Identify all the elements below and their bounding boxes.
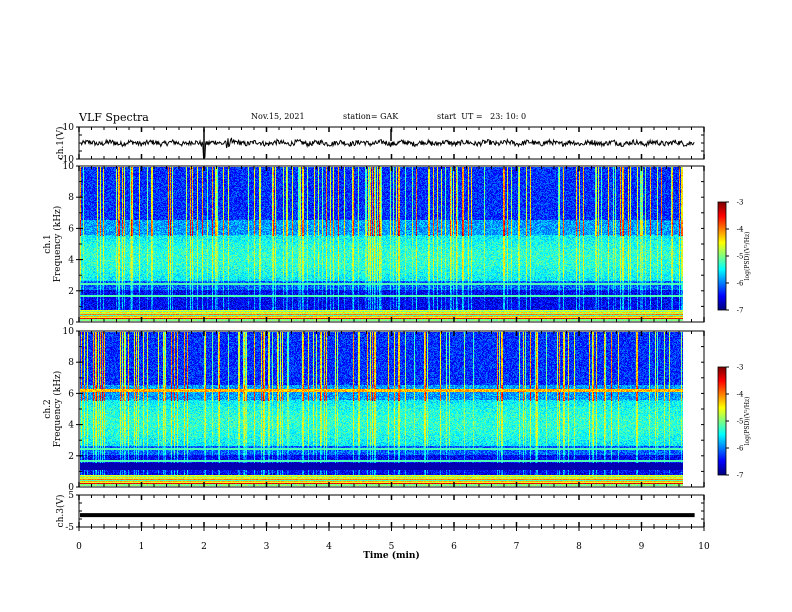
- x-tick-label: 8: [576, 542, 582, 552]
- y-tick-label: 4: [68, 256, 74, 266]
- x-tick-label: 5: [389, 542, 395, 552]
- ch1-ylabel-line: ch.1(V): [55, 127, 66, 160]
- y-tick-label: 6: [68, 389, 74, 399]
- ch1-spec-ylabel-line: Frequency (kHz): [52, 206, 63, 283]
- ch1-waveform-line: [80, 137, 695, 158]
- x-tick-label: 2: [201, 542, 207, 552]
- ch3-ylabel: ch.3(V): [55, 495, 66, 528]
- x-tick-label: 7: [514, 542, 520, 552]
- ch2-spec-ylabel-line: ch.2: [43, 399, 53, 418]
- x-tick-label: 6: [451, 542, 457, 552]
- x-tick-label: 3: [264, 542, 270, 552]
- colorbar-tick-label: -4: [737, 391, 744, 399]
- colorbar-tick-label: -5: [737, 253, 744, 261]
- ch1-spectrogram: [80, 167, 692, 321]
- colorbar-tick-label: -3: [737, 364, 744, 372]
- panel-frame-2: [78, 165, 705, 323]
- panel-frame-3: [78, 330, 705, 488]
- ch1-spec-ylabel-line: ch.1: [43, 234, 53, 253]
- colorbar-label: log(PSD)(V²/Hz): [744, 397, 751, 446]
- ch2-spec-ylabel-line: Frequency (kHz): [52, 371, 63, 448]
- x-tick-label: 0: [76, 542, 82, 552]
- ch1-ylabel: ch.1(V): [55, 127, 66, 160]
- ch1-colorbar: [718, 202, 726, 310]
- colorbar-tick-label: -5: [737, 418, 744, 426]
- colorbar-tick-label: -7: [737, 307, 744, 315]
- ch2-colorbar: [718, 367, 726, 475]
- y-tick-label: 0: [68, 318, 74, 328]
- y-tick-label: 0: [68, 483, 74, 493]
- colorbar-tick-label: -3: [737, 199, 744, 207]
- y-tick-label: 8: [68, 193, 74, 203]
- colorbar-frame: [717, 366, 727, 476]
- ch2-spectrogram: [80, 332, 692, 486]
- y-tick-label: -5: [65, 523, 74, 533]
- x-tick-label: 1: [139, 542, 145, 552]
- ch3-ylabel-line: ch.3(V): [55, 495, 66, 528]
- colorbar-label: log(PSD)(V²/Hz): [744, 232, 751, 281]
- date-label: Nov.15, 2021: [251, 112, 305, 121]
- y-tick-label: 10: [63, 162, 75, 172]
- y-tick-label: 5: [68, 491, 74, 501]
- y-tick-label: -10: [60, 155, 75, 165]
- colorbar-tick-label: -7: [737, 472, 744, 480]
- x-axis-label: Time (min): [363, 550, 420, 561]
- y-tick-label: 8: [68, 358, 74, 368]
- y-tick-label: 6: [68, 224, 74, 234]
- colorbar-tick-label: -4: [737, 226, 744, 234]
- y-tick-label: 2: [68, 452, 74, 462]
- y-tick-label: 4: [68, 421, 74, 431]
- y-tick-label: 2: [68, 287, 74, 297]
- x-tick-label: 10: [698, 542, 710, 552]
- ch1-spec-ylabel: ch.1Frequency (kHz): [43, 206, 63, 283]
- ch2-spec-ylabel: ch.2Frequency (kHz): [43, 371, 63, 448]
- y-tick-label: 10: [63, 123, 75, 133]
- x-tick-label: 4: [326, 542, 332, 552]
- colorbar-tick-label: -6: [737, 280, 744, 288]
- station-label: station= GAK: [343, 112, 399, 121]
- x-tick-label: 9: [639, 542, 645, 552]
- colorbar-tick-label: -6: [737, 445, 744, 453]
- y-tick-label: 10: [63, 327, 75, 337]
- figure-title: VLF Spectra: [79, 111, 149, 124]
- colorbar-frame: [717, 201, 727, 311]
- start-time-label: start UT = 23: 10: 0: [437, 112, 527, 121]
